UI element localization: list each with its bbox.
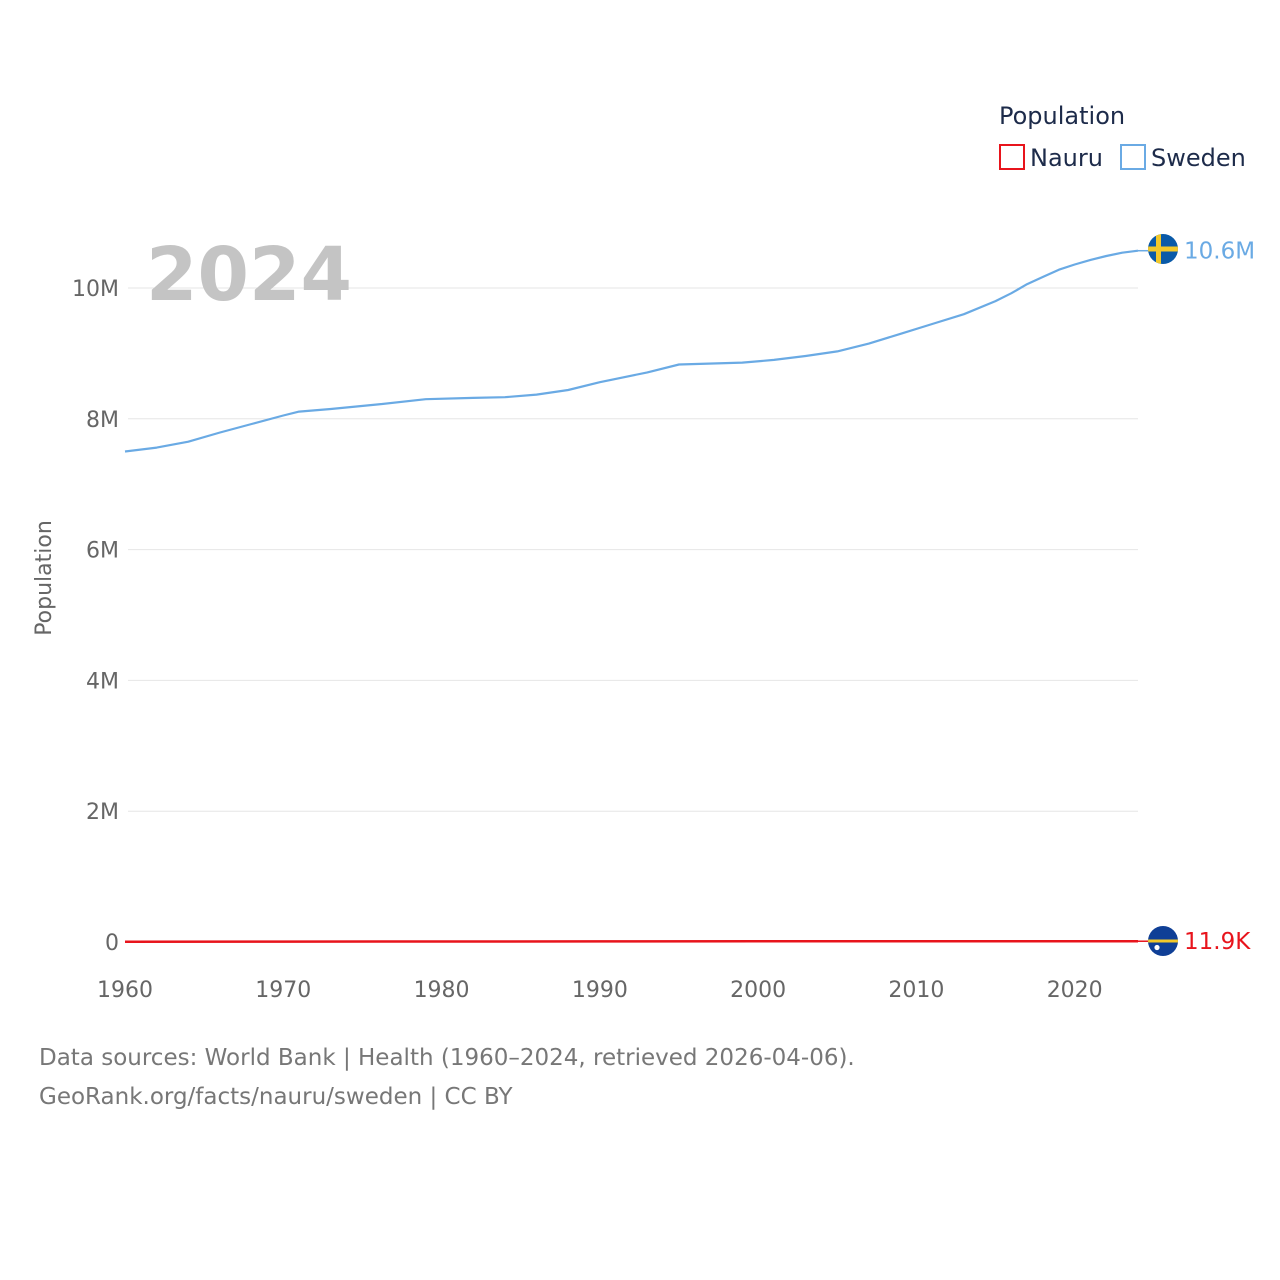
y-tick-label: 6M [86,539,119,564]
grid-lines [128,287,1138,812]
series-end-labels: 11.9K 10.6M [1184,239,1255,955]
y-axis-label: Population [32,520,57,636]
x-tick-label: 2000 [730,978,786,1003]
x-tick-label: 1980 [414,978,470,1003]
legend-swatch-sweden [1120,144,1146,170]
series-line-sweden [124,249,1139,453]
data-source-note: Data sources: World Bank | Health (1960–… [39,1045,855,1071]
legend-label-sweden: Sweden [1151,144,1246,172]
y-tick-label: 8M [86,408,119,433]
x-tick-label: 2010 [888,978,944,1003]
end-value-label-nauru: 11.9K [1184,929,1251,955]
legend: Population Nauru Sweden [999,102,1246,172]
source-link[interactable]: GeoRank.org/facts/nauru/sweden | CC BY [39,1084,513,1110]
y-tick-label: 4M [86,669,119,694]
legend-item-nauru[interactable]: Nauru [999,144,1103,172]
x-axis-ticks: 1960 1970 1980 1990 2000 2010 2020 [97,978,1103,1003]
series-lines [124,249,1148,943]
legend-label-nauru: Nauru [1030,144,1103,172]
y-tick-label: 0 [105,931,119,956]
x-tick-label: 2020 [1047,978,1103,1003]
current-year-label: 2024 [146,232,352,318]
series-line-nauru [124,939,1138,943]
end-value-label-sweden: 10.6M [1184,239,1255,265]
x-tick-label: 1990 [572,978,628,1003]
x-tick-label: 1970 [255,978,311,1003]
legend-swatch-nauru [999,144,1025,170]
y-axis-ticks: 0 2M 4M 6M 8M 10M [72,277,119,956]
sweden-flag-icon [1148,234,1178,264]
x-tick-label: 1960 [97,978,153,1003]
legend-title: Population [999,102,1125,130]
y-tick-label: 2M [86,800,119,825]
y-tick-label: 10M [72,277,119,302]
nauru-flag-icon [1148,926,1178,956]
legend-item-sweden[interactable]: Sweden [1120,144,1246,172]
